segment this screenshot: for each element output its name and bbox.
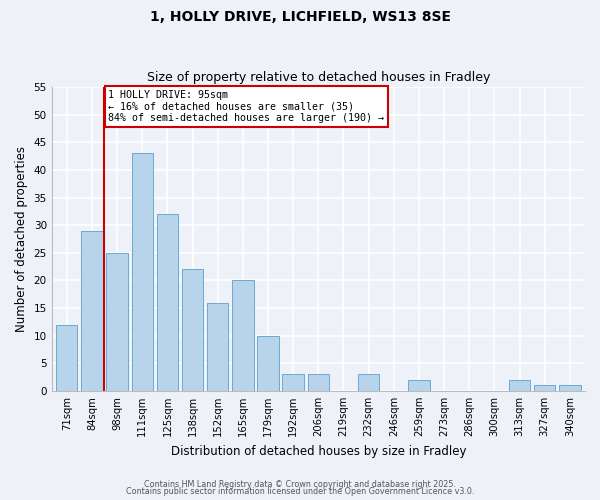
Bar — [308, 374, 329, 391]
Bar — [106, 253, 128, 391]
Bar — [232, 280, 254, 391]
Bar — [358, 374, 379, 391]
Y-axis label: Number of detached properties: Number of detached properties — [15, 146, 28, 332]
Bar — [559, 386, 581, 391]
Bar — [257, 336, 279, 391]
Bar — [509, 380, 530, 391]
Text: 1, HOLLY DRIVE, LICHFIELD, WS13 8SE: 1, HOLLY DRIVE, LICHFIELD, WS13 8SE — [149, 10, 451, 24]
Text: 1 HOLLY DRIVE: 95sqm
← 16% of detached houses are smaller (35)
84% of semi-detac: 1 HOLLY DRIVE: 95sqm ← 16% of detached h… — [108, 90, 384, 123]
Bar — [534, 386, 556, 391]
X-axis label: Distribution of detached houses by size in Fradley: Distribution of detached houses by size … — [170, 444, 466, 458]
Bar — [56, 324, 77, 391]
Bar — [408, 380, 430, 391]
Text: Contains public sector information licensed under the Open Government Licence v3: Contains public sector information licen… — [126, 487, 474, 496]
Title: Size of property relative to detached houses in Fradley: Size of property relative to detached ho… — [146, 72, 490, 85]
Bar — [81, 230, 103, 391]
Bar — [157, 214, 178, 391]
Bar — [283, 374, 304, 391]
Bar — [131, 154, 153, 391]
Bar — [182, 270, 203, 391]
Text: Contains HM Land Registry data © Crown copyright and database right 2025.: Contains HM Land Registry data © Crown c… — [144, 480, 456, 489]
Bar — [207, 302, 229, 391]
